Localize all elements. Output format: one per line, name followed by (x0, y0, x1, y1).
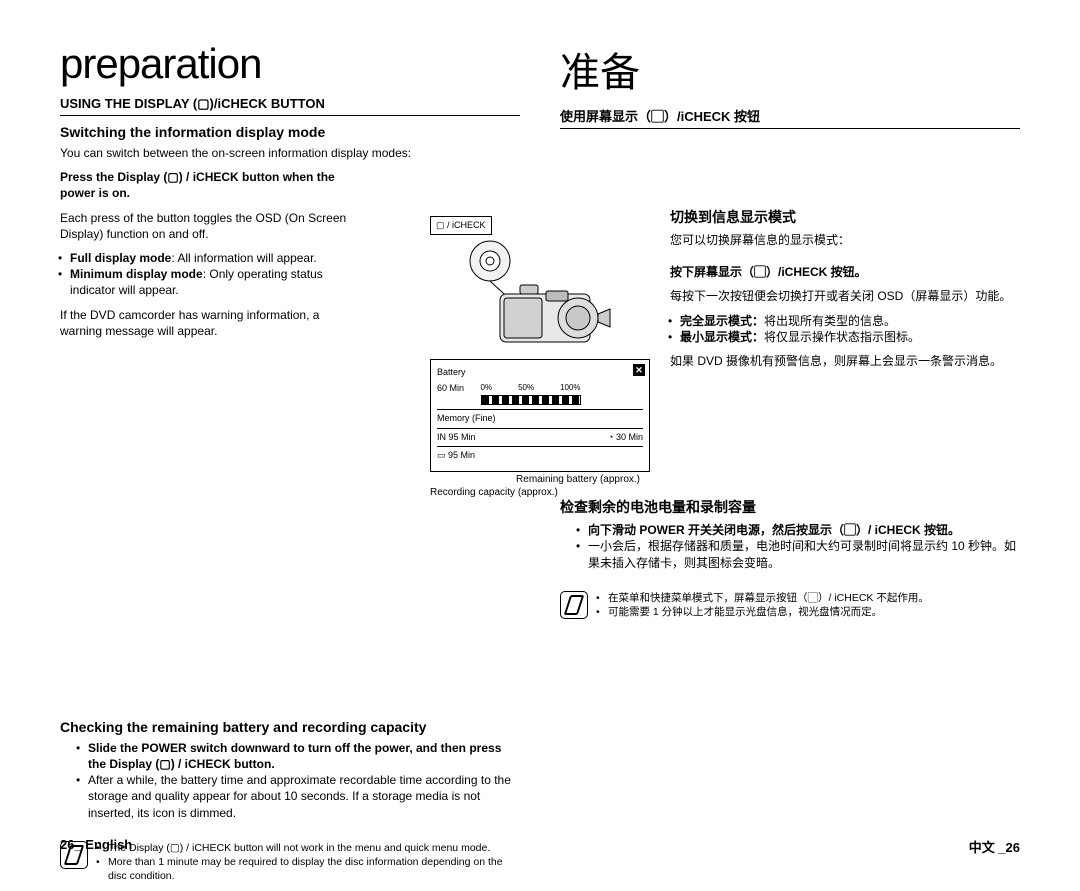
desc: : All information will appear. (171, 251, 316, 265)
callout-icheck: ▢ / iCHECK (430, 216, 492, 235)
page: preparation USING THE DISPLAY (▢)/iCHECK… (60, 40, 1020, 856)
note-block-zh: 在菜单和快捷菜单模式下，屏幕显示按钮（▢）/ iCHECK 不起作用。 可能需要… (560, 591, 1020, 627)
note-text: More than 1 minute may be required to di… (108, 856, 503, 882)
list-zh-2: 向下滑动 POWER 开关关闭电源，然后按显示（▢）/ iCHECK 按钮。 一… (560, 522, 1020, 571)
para-en-3: Each press of the button toggles the OSD… (60, 210, 360, 242)
list-zh-1: 完全显示模式：将出现所有类型的信息。 最小显示模式：将仅显示操作状态指示图标。 (670, 313, 1020, 345)
list-en-1: Full display mode: All information will … (60, 250, 360, 299)
close-icon: ✕ (633, 364, 645, 376)
battery-bar-icon (481, 395, 581, 405)
term: 向下滑动 POWER 开关关闭电源，然后按显示（▢）/ iCHECK 按钮。 (588, 523, 960, 537)
list-item: More than 1 minute may be required to di… (108, 855, 520, 883)
list-item: 最小显示模式：将仅显示操作状态指示图标。 (680, 329, 1020, 345)
footer-zh: 中文 _26 (969, 837, 1020, 856)
lower-zh: 检查剩余的电池电量和录制容量 向下滑动 POWER 开关关闭电源，然后按显示（▢… (560, 497, 1020, 627)
note-text: 在菜单和快捷菜单模式下，屏幕显示按钮（▢）/ iCHECK 不起作用。 (608, 592, 929, 604)
osd-time: 60 Min (437, 383, 464, 393)
osd-pct-labels: 0% 50% 100% (481, 382, 581, 394)
desc: 将出现所有类型的信息。 (764, 314, 896, 328)
osd-row-storage: IN 95 Min ◔ 30 Min (437, 429, 643, 448)
footer-en: 26_ English (60, 837, 132, 856)
pct-0: 0% (481, 382, 493, 394)
page-title-zh: 准备 (560, 40, 1020, 98)
camcorder-icon (460, 239, 620, 349)
section-header-zh: 使用屏幕显示（▢）/iCHECK 按钮 (560, 106, 1020, 129)
para-zh-4: 如果 DVD 摄像机有预警信息，则屏幕上会显示一条警示消息。 (670, 353, 1020, 369)
pct-50: 50% (518, 382, 534, 394)
term: 完全显示模式： (680, 314, 764, 328)
note-icon (560, 591, 588, 619)
para-en-2: Press the Display (▢) / iCHECK button wh… (60, 169, 360, 201)
list-item: Full display mode: All information will … (70, 250, 360, 266)
page-title-en: preparation (60, 40, 520, 88)
osd-row-battery: 60 Min 0% 50% 100% (437, 380, 643, 411)
para-zh-3: 每按下一次按钮便会切换打开或者关闭 OSD（屏幕显示）功能。 (670, 288, 1020, 304)
note-text: 可能需要 1 分钟以上才能显示光盘信息，视光盘情况而定。 (608, 606, 882, 618)
subhead-zh-2: 检查剩余的电池电量和录制容量 (560, 497, 1020, 517)
osd-panel: ✕ Battery 60 Min 0% 50% 100% Memory (Fin… (430, 359, 650, 472)
center-diagram: ▢ / iCHECK ✕ Battery 60 Min (430, 215, 650, 498)
osd-row-card: ▭ 95 Min (437, 447, 643, 465)
list-en-2: Slide the POWER switch downward to turn … (60, 740, 520, 821)
osd-title: Battery (437, 366, 643, 380)
list-item: Slide the POWER switch downward to turn … (88, 740, 520, 772)
spacer (560, 137, 1020, 207)
term: Minimum display mode (70, 267, 203, 281)
para-en-1: You can switch between the on-screen inf… (60, 145, 520, 161)
osd-in: IN 95 Min (437, 432, 476, 442)
lower-en: Checking the remaining battery and recor… (60, 719, 520, 891)
list-item: 一小会后，根据存储器和质量，电池时间和大约可录制时间将显示约 10 秒钟。如果未… (588, 538, 1020, 570)
page-footer: 26_ English 中文 _26 (60, 837, 1020, 856)
term: 最小显示模式： (680, 330, 764, 344)
list-item: 向下滑动 POWER 开关关闭电源，然后按显示（▢）/ iCHECK 按钮。 (588, 522, 1020, 538)
subhead-zh-1: 切换到信息显示模式 (670, 207, 1020, 227)
desc: 将仅显示操作状态指示图标。 (764, 330, 920, 344)
osd-disc: ◔ 30 Min (608, 431, 643, 445)
list-item: 完全显示模式：将出现所有类型的信息。 (680, 313, 1020, 329)
para-zh-1: 您可以切换屏幕信息的显示模式： (670, 232, 1020, 248)
subhead-en-2: Checking the remaining battery and recor… (60, 719, 520, 735)
pct-100: 100% (560, 382, 580, 394)
caption-remaining: Remaining battery (approx.) (430, 474, 650, 485)
list-item: After a while, the battery time and appr… (88, 772, 520, 821)
term: Full display mode (70, 251, 171, 265)
desc: After a while, the battery time and appr… (88, 773, 511, 819)
para-en-4: If the DVD camcorder has warning informa… (60, 307, 360, 339)
para-zh-2: 按下屏幕显示（▢）/iCHECK 按钮。 (670, 264, 1020, 280)
osd-row-memory: Memory (Fine) (437, 410, 643, 429)
caption-recording: Recording capacity (approx.) (430, 487, 650, 498)
term: Slide the POWER switch downward to turn … (88, 741, 501, 771)
desc: 一小会后，根据存储器和质量，电池时间和大约可录制时间将显示约 10 秒钟。如果未… (588, 539, 1016, 569)
list-item: 可能需要 1 分钟以上才能显示光盘信息，视光盘情况而定。 (608, 605, 929, 619)
note-list-zh: 在菜单和快捷菜单模式下，屏幕显示按钮（▢）/ iCHECK 不起作用。 可能需要… (598, 591, 929, 619)
subhead-en-1: Switching the information display mode (60, 124, 520, 140)
section-header-en: USING THE DISPLAY (▢)/iCHECK BUTTON (60, 96, 520, 116)
list-item: 在菜单和快捷菜单模式下，屏幕显示按钮（▢）/ iCHECK 不起作用。 (608, 591, 929, 605)
list-item: Minimum display mode: Only operating sta… (70, 266, 360, 298)
camcorder-illustration (460, 239, 620, 349)
